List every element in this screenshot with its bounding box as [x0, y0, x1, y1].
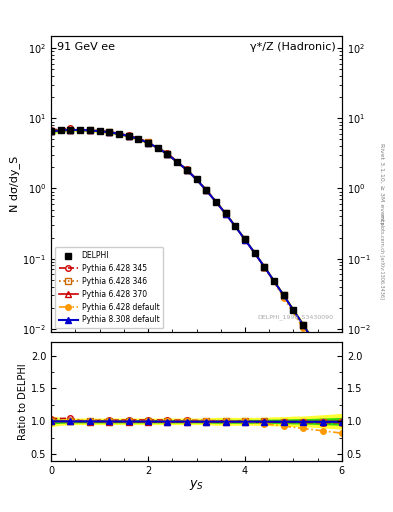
Y-axis label: Ratio to DELPHI: Ratio to DELPHI — [18, 363, 28, 440]
Text: γ*/Z (Hadronic): γ*/Z (Hadronic) — [250, 42, 336, 52]
Legend: DELPHI, Pythia 6.428 345, Pythia 6.428 346, Pythia 6.428 370, Pythia 6.428 defau: DELPHI, Pythia 6.428 345, Pythia 6.428 3… — [55, 247, 163, 328]
Text: 91 GeV ee: 91 GeV ee — [57, 42, 115, 52]
Y-axis label: N dσ/dy_S: N dσ/dy_S — [9, 156, 20, 212]
Y-axis label: Rivet 3.1.10, ≥ 3M events: Rivet 3.1.10, ≥ 3M events — [380, 143, 384, 225]
X-axis label: $y_S$: $y_S$ — [189, 478, 204, 493]
Text: mcplots.cern.ch [arXiv:1306.3436]: mcplots.cern.ch [arXiv:1306.3436] — [379, 214, 384, 298]
Text: DELPHI_1996_S3430090: DELPHI_1996_S3430090 — [257, 314, 333, 320]
